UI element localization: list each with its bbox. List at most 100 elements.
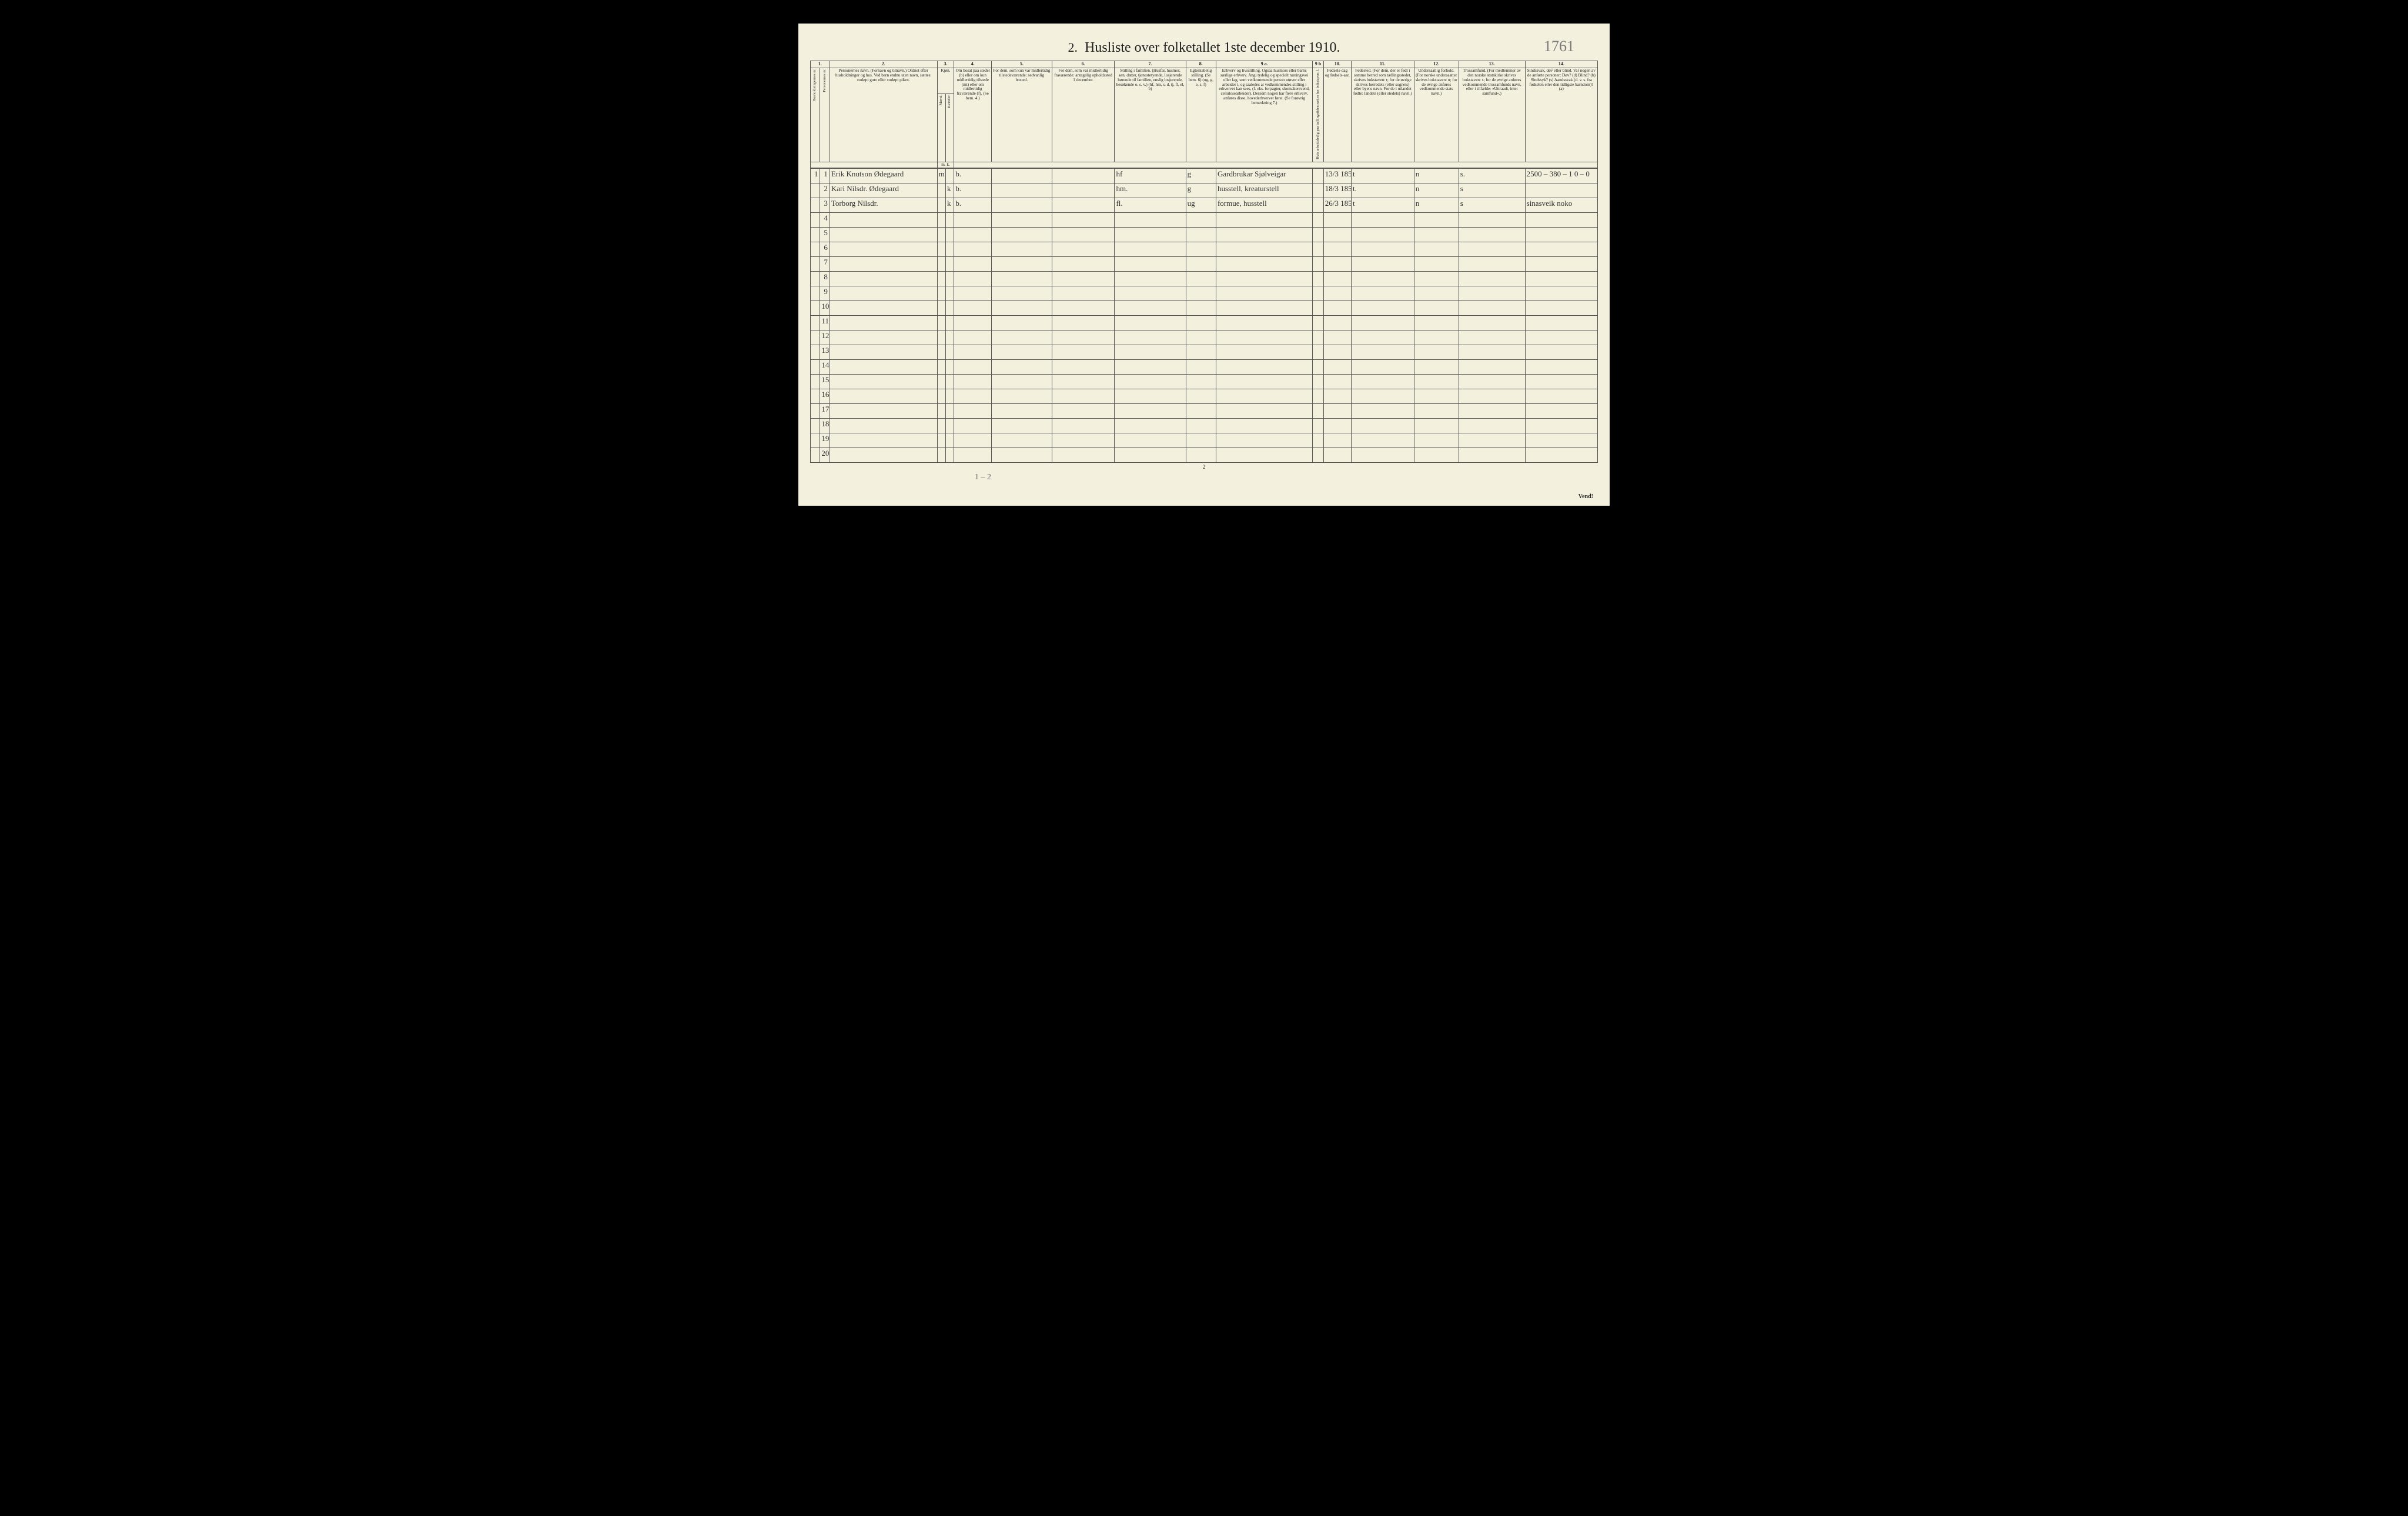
cell-empty (945, 228, 954, 242)
cell-empty (954, 419, 992, 433)
cell-empty (1323, 242, 1351, 257)
cell-empty (1052, 389, 1115, 404)
spacer (811, 162, 938, 168)
cell-empty (1052, 228, 1115, 242)
cell-empty (1351, 301, 1414, 316)
cell-egte: g (1186, 168, 1216, 183)
cell-empty (1351, 345, 1414, 360)
cell-c9b (1313, 198, 1323, 213)
cell-empty (1459, 213, 1525, 228)
cell-person-nr: 2 (820, 183, 830, 198)
cell-household-nr (811, 375, 820, 389)
cell-empty (1052, 257, 1115, 272)
cell-empty (937, 433, 945, 448)
census-table: 1. 2. 3. 4. 5. 6. 7. 8. 9 a. 9 b 10. 11.… (810, 61, 1598, 463)
cell-empty (1525, 360, 1597, 375)
cell-empty (1351, 448, 1414, 463)
cell-empty (1115, 272, 1186, 286)
hdr-stilling: Stilling i familien. (Husfar, husmor, sø… (1115, 68, 1186, 162)
cell-empty (992, 228, 1052, 242)
cell-empty (1323, 228, 1351, 242)
cell-empty (1052, 360, 1115, 375)
cell-empty (1052, 448, 1115, 463)
cell-empty (1414, 448, 1459, 463)
cell-empty (1313, 242, 1323, 257)
hdr-midlertidig-fravaerende: For dem, som var midlertidig fraværende:… (1052, 68, 1115, 162)
cell-empty (830, 375, 937, 389)
cell-empty (830, 213, 937, 228)
cell-empty (1351, 242, 1414, 257)
cell-household-nr (811, 316, 820, 330)
cell-empty (830, 301, 937, 316)
cell-empty (1115, 286, 1186, 301)
header-row-mk: m. k. (811, 162, 1598, 168)
cell-empty (1351, 228, 1414, 242)
cell-household-nr (811, 419, 820, 433)
cell-person-nr: 11 (820, 316, 830, 330)
cell-empty (1313, 404, 1323, 419)
spacer (954, 162, 1598, 168)
cell-empty (1459, 375, 1525, 389)
census-page: 1761 2. Husliste over folketallet 1ste d… (798, 24, 1610, 506)
cell-empty (954, 272, 992, 286)
colnum: 1. (811, 61, 830, 68)
table-row-empty: 13 (811, 345, 1598, 360)
cell-household-nr (811, 301, 820, 316)
cell-empty (830, 242, 937, 257)
cell-empty (937, 228, 945, 242)
cell-name: Kari Nilsdr. Ødegaard (830, 183, 937, 198)
page-title: 2. Husliste over folketallet 1ste decemb… (810, 40, 1598, 56)
cell-empty (1414, 419, 1459, 433)
cell-empty (1186, 419, 1216, 433)
hdr-undersaatlig: Undersaatlig forhold. (For norske unders… (1414, 68, 1459, 162)
table-body: 11Erik Knutson Ødegaardmb.hfgGardbrukar … (811, 168, 1598, 463)
cell-empty (992, 213, 1052, 228)
cell-empty (1351, 389, 1414, 404)
vend-label: Vend! (1578, 493, 1593, 500)
cell-empty (1414, 286, 1459, 301)
cell-empty (1323, 360, 1351, 375)
cell-empty (1216, 272, 1312, 286)
cell-empty (1459, 272, 1525, 286)
cell-sex-m: m (937, 168, 945, 183)
cell-empty (1186, 257, 1216, 272)
cell-household-nr (811, 272, 820, 286)
cell-empty (992, 330, 1052, 345)
cell-empty (1115, 360, 1186, 375)
colnum: 3. (937, 61, 954, 68)
cell-empty (1323, 257, 1351, 272)
table-row-empty: 10 (811, 301, 1598, 316)
colnum: 14. (1525, 61, 1597, 68)
cell-empty (1052, 404, 1115, 419)
cell-person-nr: 4 (820, 213, 830, 228)
cell-empty (1313, 213, 1323, 228)
cell-empty (992, 301, 1052, 316)
cell-empty (937, 242, 945, 257)
cell-empty (1115, 213, 1186, 228)
cell-household-nr (811, 228, 820, 242)
cell-sex-m (937, 183, 945, 198)
cell-empty (1115, 301, 1186, 316)
cell-household-nr (811, 433, 820, 448)
hdr-erhverv: Erhverv og livsstilling. Ogsaa husmors e… (1216, 68, 1312, 162)
cell-empty (1052, 419, 1115, 433)
cell-empty (992, 433, 1052, 448)
cell-empty (992, 272, 1052, 286)
cell-empty (1351, 330, 1414, 345)
hdr-name: Personernes navn. (Fornavn og tilnavn.) … (830, 68, 937, 162)
cell-empty (1323, 272, 1351, 286)
cell-empty (1459, 404, 1525, 419)
cell-empty (992, 419, 1052, 433)
cell-empty (1313, 272, 1323, 286)
cell-empty (1459, 330, 1525, 345)
cell-empty (1313, 389, 1323, 404)
cell-empty (954, 242, 992, 257)
footer-page-number: 2 (810, 464, 1598, 470)
cell-empty (1323, 389, 1351, 404)
cell-empty (1216, 360, 1312, 375)
cell-empty (1115, 257, 1186, 272)
cell-empty (1216, 301, 1312, 316)
cell-empty (1186, 360, 1216, 375)
cell-person-nr: 10 (820, 301, 830, 316)
cell-empty (1351, 375, 1414, 389)
